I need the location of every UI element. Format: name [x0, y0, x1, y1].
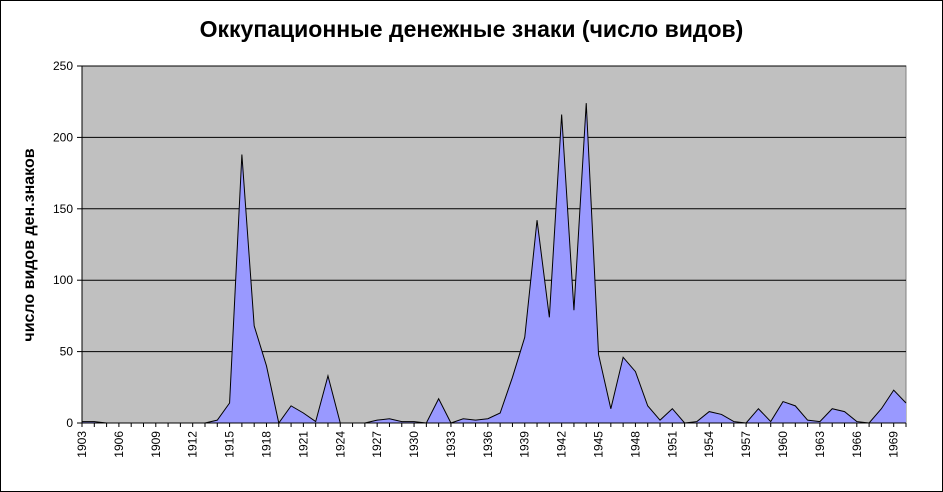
x-tick-label: 1954: [702, 431, 716, 458]
x-tick-label: 1951: [665, 431, 679, 458]
chart-title: Оккупационные денежные знаки (число видо…: [199, 16, 744, 42]
x-tick-label: 1960: [776, 431, 790, 458]
x-tick-label: 1933: [444, 431, 458, 458]
x-tick-label: 1939: [518, 431, 532, 458]
series-line: [82, 103, 907, 425]
x-tick-label: 1936: [481, 431, 495, 458]
y-tick-label: 250: [53, 59, 73, 73]
x-tick-label: 1906: [112, 431, 126, 458]
y-tick-label: 150: [53, 202, 73, 216]
series-area: [82, 103, 906, 424]
x-tick-label: 1903: [75, 431, 89, 458]
y-tick-label: 200: [53, 130, 73, 144]
x-tick-label: 1909: [149, 431, 163, 458]
x-tick-label: 1966: [850, 431, 864, 458]
y-tick-label: 100: [53, 273, 73, 287]
plot-area: [81, 65, 907, 424]
x-tick-label: 1942: [555, 431, 569, 458]
x-tick-label: 1918: [259, 431, 273, 458]
x-tick-label: 1927: [370, 431, 384, 458]
x-tick-label: 1945: [592, 431, 606, 458]
x-tick-label: 1963: [813, 431, 827, 458]
x-tick-label: 1915: [223, 431, 237, 458]
x-tick-label: 1948: [628, 431, 642, 458]
y-tick-label: 0: [66, 416, 73, 430]
x-tick-label: 1921: [296, 431, 310, 458]
x-tick-label: 1912: [186, 431, 200, 458]
x-tick-label: 1930: [407, 431, 421, 458]
x-tick-label: 1924: [333, 431, 347, 458]
y-tick-label: 50: [60, 345, 74, 359]
x-tick-label: 1957: [739, 431, 753, 458]
x-tick-label: 1969: [887, 431, 901, 458]
